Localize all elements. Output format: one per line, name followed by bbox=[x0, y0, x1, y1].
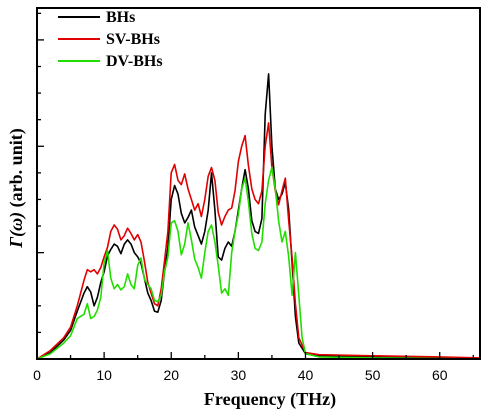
x-tick-label: 0 bbox=[33, 367, 41, 383]
series-line-2 bbox=[36, 122, 481, 360]
x-tick-label: 50 bbox=[365, 367, 381, 383]
y-axis-title-rest: (arb. unit) bbox=[6, 128, 27, 212]
plot-area bbox=[36, 73, 481, 360]
ticks: 0 10 20 30 40 50 60 bbox=[33, 12, 474, 383]
plot-frame bbox=[36, 7, 481, 360]
series-line-3 bbox=[36, 166, 481, 360]
x-tick-label: 30 bbox=[231, 367, 247, 383]
x-tick-label: 60 bbox=[432, 367, 448, 383]
legend-label-1: BHs bbox=[106, 9, 135, 26]
x-tick-label: 10 bbox=[96, 367, 112, 383]
series-line-1 bbox=[36, 73, 481, 360]
y-axis-title: Γ(ω) (arb. unit) bbox=[6, 128, 27, 248]
legend: BHs SV-BHs DV-BHs bbox=[58, 9, 163, 70]
x-axis-title: Frequency (THz) bbox=[204, 389, 336, 410]
axes bbox=[36, 7, 481, 360]
legend-label-2: SV-BHs bbox=[106, 31, 160, 48]
x-tick-label: 40 bbox=[298, 367, 314, 383]
legend-label-3: DV-BHs bbox=[106, 53, 163, 70]
x-tick-label: 20 bbox=[163, 367, 179, 383]
y-axis-title-symbol: Γ(ω) bbox=[6, 212, 27, 249]
